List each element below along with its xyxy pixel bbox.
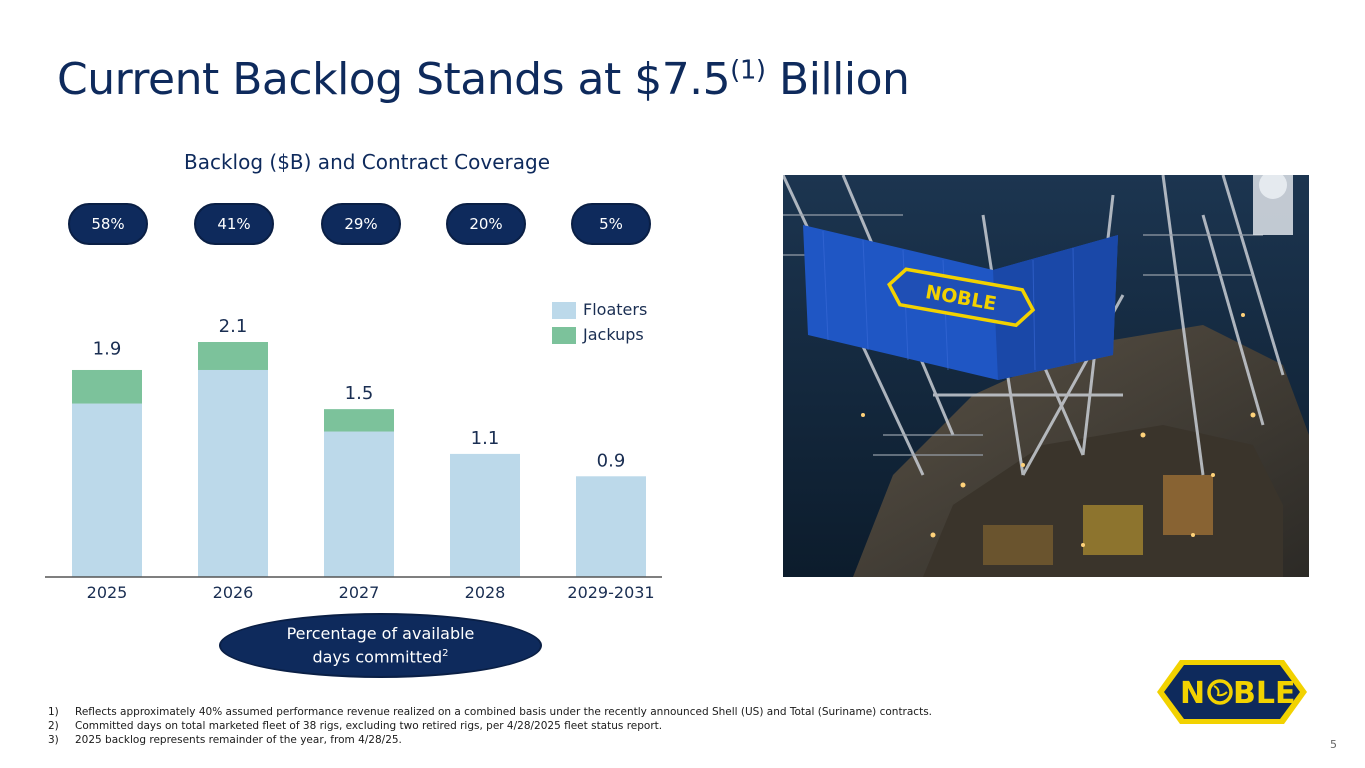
coverage-pill-2028: 20% — [446, 203, 526, 245]
offshore-rig-photo: NOBLE — [783, 175, 1309, 577]
bar-floaters-2025 — [72, 403, 142, 577]
footnote-3: 3) 2025 backlog represents remainder of t… — [48, 734, 402, 746]
bar-floaters-2026 — [198, 369, 268, 577]
bar-floaters-2028 — [450, 453, 520, 577]
bar-floaters-2027 — [324, 431, 394, 577]
coverage-pill-2025: 58% — [68, 203, 148, 245]
bar-jackups-2026 — [198, 342, 268, 370]
committed-line-1: Percentage of available — [286, 623, 475, 643]
chart-title: Backlog ($B) and Contract Coverage — [184, 150, 551, 174]
total-label-2029-2031: 0.9 — [597, 450, 626, 471]
noble-logo: N BLE — [1154, 656, 1310, 732]
coverage-pill-2029-2031: 5% — [571, 203, 651, 245]
legend-swatch-jackups — [552, 327, 576, 344]
x-tick-label-2027: 2027 — [339, 583, 380, 602]
bar-jackups-2027 — [324, 409, 394, 432]
coverage-pill-2026: 41% — [194, 203, 274, 245]
x-tick-label-2026: 2026 — [213, 583, 254, 602]
committed-footnote-ref: 2 — [442, 647, 449, 659]
legend-swatch-floaters — [552, 302, 576, 319]
slide-title: Current Backlog Stands at $7.5(1) Billio… — [57, 54, 910, 105]
footnotes: 1) Reflects approximately 40% assumed per… — [48, 705, 932, 747]
page-number: 5 — [1330, 738, 1337, 751]
legend-label-floaters: Floaters — [583, 300, 648, 319]
committed-days-callout: Percentage of available days committed2 — [219, 613, 542, 678]
x-tick-label-2025: 2025 — [87, 583, 128, 602]
total-label-2025: 1.9 — [93, 338, 122, 359]
svg-text:BLE: BLE — [1233, 676, 1295, 711]
svg-text:N: N — [1180, 676, 1205, 711]
total-label-2028: 1.1 — [471, 428, 500, 449]
committed-line-2: days committed — [312, 647, 443, 667]
bar-floaters-2029-2031 — [576, 476, 646, 577]
coverage-pill-2027: 29% — [321, 203, 401, 245]
legend-label-jackups: Jackups — [583, 325, 644, 344]
x-tick-label-2028: 2028 — [465, 583, 506, 602]
total-label-2027: 1.5 — [345, 383, 374, 404]
footnote-1: 1) Reflects approximately 40% assumed per… — [48, 706, 933, 718]
x-tick-label-2029-2031: 2029-2031 — [567, 583, 654, 602]
bar-jackups-2025 — [72, 369, 142, 404]
total-label-2026: 2.1 — [219, 316, 248, 337]
footnote-2: 2) Committed days on total marketed fleet… — [48, 720, 663, 732]
backlog-chart: 1.9 2025 2.1 2026 1.5 2027 1.1 2028 0.9 2029-2031 — [45, 316, 662, 602]
